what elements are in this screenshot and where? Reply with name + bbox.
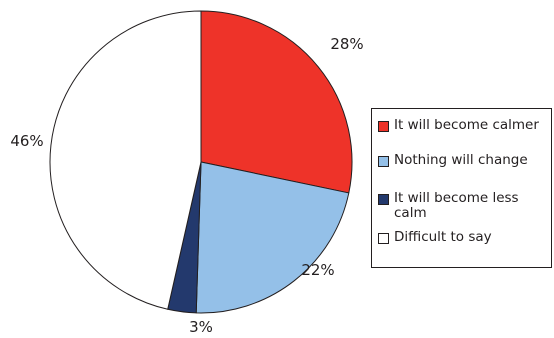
legend-label-less-calm: It will become less calm bbox=[394, 190, 519, 221]
legend-label-difficult-to-say: Difficult to say bbox=[394, 229, 492, 245]
pie-label-difficult-to-say: 46% bbox=[10, 132, 43, 150]
pie-slice-calmer bbox=[200, 10, 353, 194]
pie-slice-nothing-will-change bbox=[195, 161, 350, 314]
legend-label-nothing-will-change: Nothing will change bbox=[394, 152, 528, 168]
legend-swatch-less-calm bbox=[378, 194, 389, 205]
legend-label-calmer: It will become calmer bbox=[394, 117, 539, 133]
legend-swatch-difficult-to-say bbox=[378, 233, 389, 244]
legend-swatch-nothing-will-change bbox=[378, 156, 389, 167]
pie-label-calmer: 28% bbox=[330, 35, 363, 53]
legend: It will become calmer Nothing will chang… bbox=[371, 108, 552, 268]
legend-swatch-calmer bbox=[378, 121, 389, 132]
pie-slice-difficult-to-say bbox=[49, 10, 202, 310]
pie-label-nothing-will-change: 22% bbox=[301, 261, 334, 279]
pie-label-less-calm: 3% bbox=[189, 318, 213, 336]
